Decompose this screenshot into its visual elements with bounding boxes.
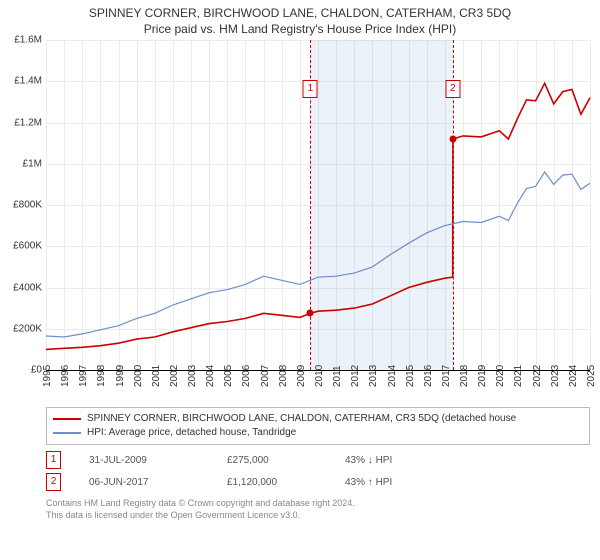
legend: SPINNEY CORNER, BIRCHWOOD LANE, CHALDON,…: [46, 407, 590, 445]
y-tick-label: £800K: [13, 200, 42, 211]
x-tick-label: 2014: [387, 365, 398, 387]
y-tick-label: £400K: [13, 282, 42, 293]
legend-label: SPINNEY CORNER, BIRCHWOOD LANE, CHALDON,…: [87, 412, 516, 426]
y-tick-label: £200K: [13, 323, 42, 334]
x-tick-label: 2019: [477, 365, 488, 387]
x-tick-label: 2012: [350, 365, 361, 387]
chart-plot-area: 12 £0£200K£400K£600K£800K£1M£1.2M£1.4M£1…: [46, 40, 590, 371]
sale-date: 31-JUL-2009: [89, 455, 199, 466]
legend-item-hpi: HPI: Average price, detached house, Tand…: [53, 426, 583, 440]
series-line-price_paid: [46, 83, 590, 349]
x-tick-label: 2023: [550, 365, 561, 387]
footer-attribution: Contains HM Land Registry data © Crown c…: [46, 497, 590, 521]
x-tick-label: 2022: [532, 365, 543, 387]
sale-price: £1,120,000: [227, 477, 317, 488]
x-tick-label: 2006: [241, 365, 252, 387]
x-tick-label: 2003: [187, 365, 198, 387]
x-tick-label: 1999: [115, 365, 126, 387]
y-tick-label: £1.6M: [14, 35, 42, 46]
x-tick-label: 2004: [205, 365, 216, 387]
footer-line: Contains HM Land Registry data © Crown c…: [46, 497, 590, 509]
sales-list: 1 31-JUL-2009 £275,000 43% ↓ HPI 2 06-JU…: [46, 451, 590, 491]
sale-row: 1 31-JUL-2009 £275,000 43% ↓ HPI: [46, 451, 590, 469]
x-tick-label: 1995: [42, 365, 53, 387]
x-tick-label: 2015: [405, 365, 416, 387]
x-tick-label: 2002: [169, 365, 180, 387]
x-tick-label: 2017: [441, 365, 452, 387]
x-tick-label: 2018: [459, 365, 470, 387]
x-tick-label: 2001: [151, 365, 162, 387]
sale-diff: 43% ↓ HPI: [345, 455, 392, 466]
footer-line: This data is licensed under the Open Gov…: [46, 509, 590, 521]
x-tick-label: 2013: [368, 365, 379, 387]
x-tick-label: 2009: [296, 365, 307, 387]
x-tick-label: 2007: [260, 365, 271, 387]
y-tick-label: £1M: [23, 158, 42, 169]
chart-title-1: SPINNEY CORNER, BIRCHWOOD LANE, CHALDON,…: [0, 0, 600, 20]
legend-label: HPI: Average price, detached house, Tand…: [87, 426, 296, 440]
x-tick-label: 2010: [314, 365, 325, 387]
legend-item-price-paid: SPINNEY CORNER, BIRCHWOOD LANE, CHALDON,…: [53, 412, 583, 426]
x-axis-ticks: 1995199619971998199920002001200220032004…: [46, 371, 590, 405]
x-tick-label: 1998: [96, 365, 107, 387]
sale-diff: 43% ↑ HPI: [345, 477, 392, 488]
series-line-hpi: [46, 172, 590, 337]
y-tick-label: £600K: [13, 241, 42, 252]
legend-swatch-icon: [53, 418, 81, 420]
x-tick-label: 2021: [513, 365, 524, 387]
sale-price: £275,000: [227, 455, 317, 466]
x-tick-label: 2000: [133, 365, 144, 387]
sale-badge-icon: 2: [46, 473, 61, 491]
x-tick-label: 2008: [278, 365, 289, 387]
x-tick-label: 2016: [423, 365, 434, 387]
x-tick-label: 2020: [495, 365, 506, 387]
x-tick-label: 2025: [586, 365, 597, 387]
x-tick-label: 1996: [60, 365, 71, 387]
sale-badge-icon: 1: [46, 451, 61, 469]
y-tick-label: £1.2M: [14, 117, 42, 128]
sale-date: 06-JUN-2017: [89, 477, 199, 488]
y-tick-label: £1.4M: [14, 76, 42, 87]
legend-swatch-icon: [53, 432, 81, 434]
chart-title-2: Price paid vs. HM Land Registry's House …: [0, 20, 600, 40]
x-tick-label: 2011: [332, 365, 343, 387]
x-tick-label: 1997: [78, 365, 89, 387]
x-tick-label: 2005: [223, 365, 234, 387]
y-tick-label: £0: [31, 365, 42, 376]
x-tick-label: 2024: [568, 365, 579, 387]
sale-row: 2 06-JUN-2017 £1,120,000 43% ↑ HPI: [46, 473, 590, 491]
